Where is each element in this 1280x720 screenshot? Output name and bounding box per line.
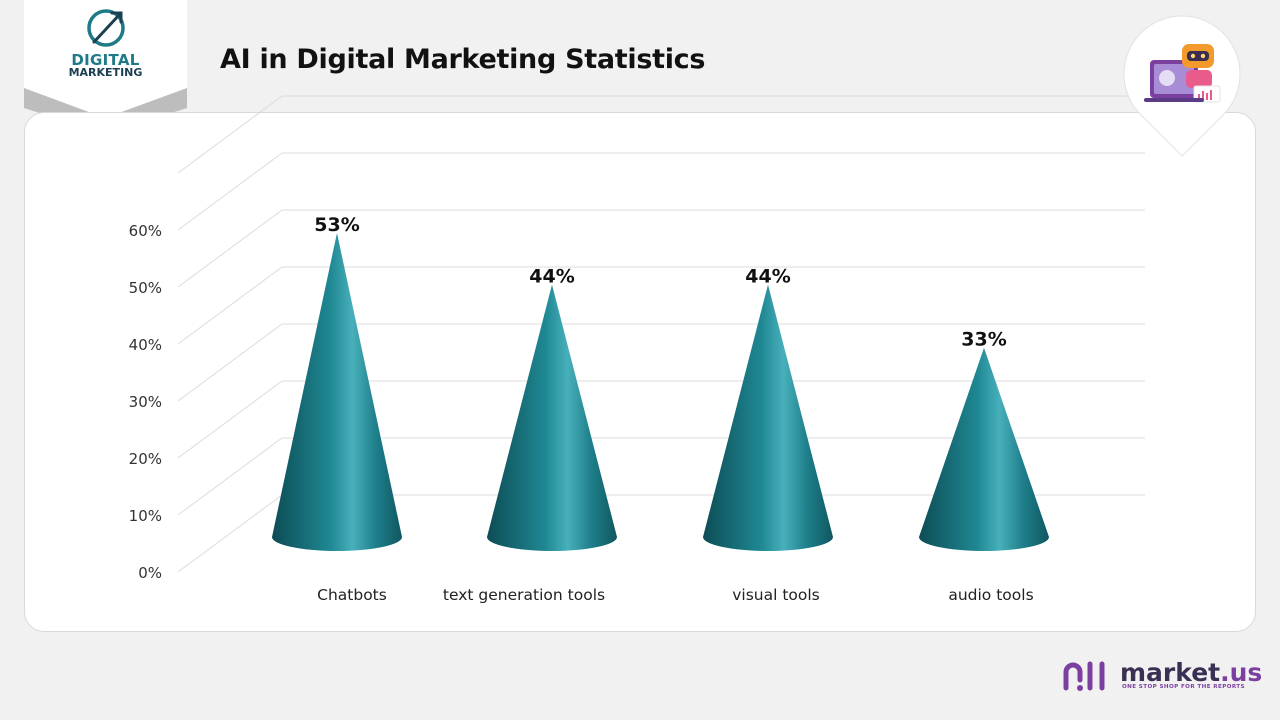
market-us-logo: market.us ONE STOP SHOP FOR THE REPORTS xyxy=(1062,658,1262,698)
grid-diagonal xyxy=(177,494,283,573)
grid-diagonal xyxy=(177,380,283,459)
data-label: 33% xyxy=(961,329,1006,351)
x-tick-label: audio tools xyxy=(948,586,1033,604)
brand-badge: DIGITAL MARKETING xyxy=(24,0,187,134)
brand-line2: MARKETING xyxy=(68,66,143,79)
page-title: AI in Digital Marketing Statistics xyxy=(220,44,706,75)
y-tick-label: 10% xyxy=(129,507,162,525)
grid-diagonal xyxy=(177,266,283,345)
x-tick-label: visual tools xyxy=(732,586,820,604)
y-tick-label: 40% xyxy=(129,336,162,354)
grid-diagonal xyxy=(177,323,283,402)
y-tick-label: 20% xyxy=(129,450,162,468)
x-axis: Chatbots text generation tools visual tool… xyxy=(317,586,1034,604)
data-label: 53% xyxy=(314,214,359,236)
logo-wordmark: market.us xyxy=(1120,658,1263,687)
grid-diagonal xyxy=(177,95,283,174)
grid xyxy=(177,95,1145,573)
value-labels: 53% 44% 44% 33% xyxy=(314,214,1006,351)
x-tick-label: text generation tools xyxy=(443,586,605,604)
cones xyxy=(272,233,1049,551)
rocket-arrow-icon xyxy=(87,9,125,47)
cone-bar xyxy=(919,347,1049,551)
logo-tagline: ONE STOP SHOP FOR THE REPORTS xyxy=(1122,684,1245,690)
market-us-icon xyxy=(1063,661,1105,691)
y-tick-label: 60% xyxy=(129,222,162,240)
cone-bar xyxy=(487,284,617,551)
y-tick-label: 30% xyxy=(129,393,162,411)
y-tick-label: 50% xyxy=(129,279,162,297)
y-tick-label: 0% xyxy=(138,564,162,582)
x-tick-label: Chatbots xyxy=(317,586,387,604)
grid-diagonal xyxy=(177,209,283,288)
grid-diagonal xyxy=(177,437,283,516)
grid-diagonal xyxy=(177,152,283,231)
chart-card xyxy=(24,112,1256,632)
y-axis: 0% 10% 20% 30% 40% 50% 60% xyxy=(129,222,162,582)
cone-bar xyxy=(703,284,833,551)
cone-bar xyxy=(272,233,402,551)
brand-line1: DIGITAL xyxy=(71,51,140,69)
data-label: 44% xyxy=(745,266,790,288)
data-label: 44% xyxy=(529,266,574,288)
robot-illustration xyxy=(1122,14,1242,158)
robot-icon xyxy=(1144,44,1221,103)
